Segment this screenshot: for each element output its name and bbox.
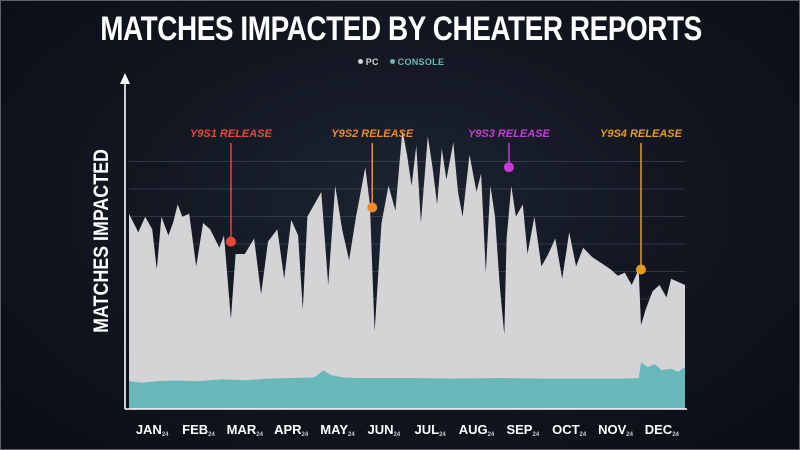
annotation-label: Y9S2 RELEASE xyxy=(331,128,414,140)
legend-item-pc: PC xyxy=(357,57,379,67)
annotation-label: Y9S4 RELEASE xyxy=(600,128,683,140)
chart-title: MATCHES IMPACTED BY CHEATER REPORTS xyxy=(100,10,702,48)
annotation-label: Y9S1 RELEASE xyxy=(190,128,273,140)
legend-label-pc: PC xyxy=(365,57,379,67)
x-tick-label: NOV24 xyxy=(598,422,634,438)
legend-label-console: CONSOLE xyxy=(397,57,445,67)
x-tick-label: JUN24 xyxy=(367,422,400,438)
annotation-marker xyxy=(635,264,646,275)
x-tick-year: 24 xyxy=(348,432,355,438)
x-tick-year: 24 xyxy=(580,432,587,438)
x-tick-year: 24 xyxy=(672,432,679,438)
x-tick-label: JUL24 xyxy=(415,422,447,438)
x-tick-label: JAN24 xyxy=(136,422,169,438)
x-tick-year: 24 xyxy=(626,432,633,438)
x-tick-label: FEB24 xyxy=(182,422,215,438)
series-area-pc xyxy=(129,130,685,409)
x-tick-year: 24 xyxy=(439,432,446,438)
x-tick-label: MAR24 xyxy=(227,422,264,438)
x-tick-year: 24 xyxy=(256,432,263,438)
annotation-marker xyxy=(503,162,514,173)
annotation-marker xyxy=(225,236,236,247)
x-tick-label: OCT24 xyxy=(552,422,587,438)
x-tick-label: SEP24 xyxy=(506,422,539,438)
chart-legend: PC CONSOLE xyxy=(1,57,799,67)
legend-dot-pc xyxy=(357,59,363,64)
x-tick-label: DEC24 xyxy=(645,422,680,438)
legend-dot-console xyxy=(389,59,395,64)
y-axis-arrow-icon xyxy=(120,73,130,84)
x-tick-year: 24 xyxy=(393,432,400,438)
x-tick-year: 24 xyxy=(162,432,169,438)
x-tick-year: 24 xyxy=(208,432,215,438)
annotation-label: Y9S3 RELEASE xyxy=(468,128,551,140)
x-tick-label: MAY24 xyxy=(320,422,355,438)
x-tick-label: APR24 xyxy=(274,422,309,438)
x-tick-year: 24 xyxy=(488,432,495,438)
x-tick-year: 24 xyxy=(532,432,539,438)
annotation-marker xyxy=(367,202,378,213)
series-area-console xyxy=(129,362,685,409)
x-tick-label: AUG24 xyxy=(459,422,495,438)
legend-item-console: CONSOLE xyxy=(389,57,445,67)
x-tick-year: 24 xyxy=(302,432,309,438)
